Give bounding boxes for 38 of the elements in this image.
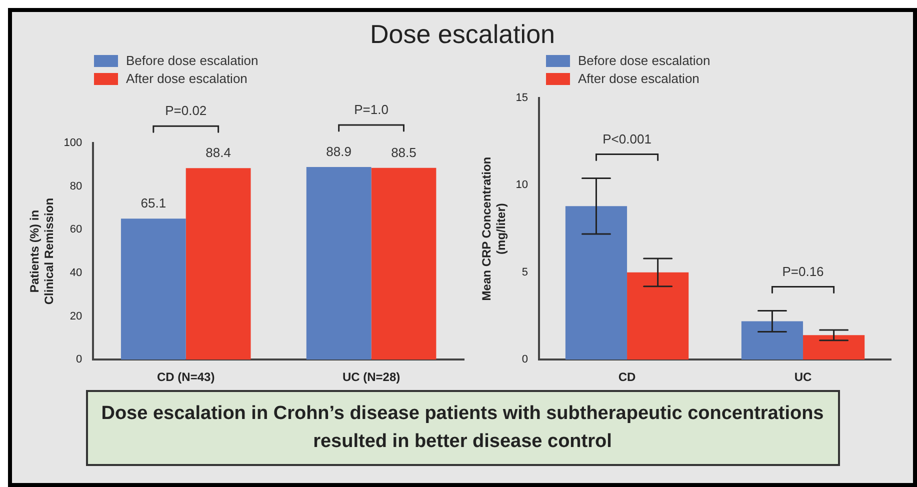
legend-label: After dose escalation bbox=[126, 70, 248, 88]
annotation: P<0.001 bbox=[602, 131, 652, 146]
data-label: 88.4 bbox=[206, 145, 231, 160]
legend-label: After dose escalation bbox=[578, 70, 700, 88]
y-tick-label: 80 bbox=[70, 180, 82, 192]
y-tick-label: 100 bbox=[64, 137, 82, 150]
data-label: 88.9 bbox=[326, 144, 352, 160]
y-tick-label: 0 bbox=[522, 354, 528, 366]
x-tick-label: UC bbox=[794, 370, 812, 384]
bar bbox=[371, 168, 436, 360]
y-axis-title: Mean CRP Concentration (mg/liter) bbox=[480, 156, 508, 301]
bar bbox=[741, 321, 804, 360]
bar bbox=[627, 272, 689, 360]
legend-label: Before dose escalation bbox=[578, 52, 710, 70]
bar bbox=[803, 335, 865, 360]
bar bbox=[565, 206, 628, 360]
y-tick-label: 60 bbox=[70, 224, 82, 236]
text: Dose escalation in Crohn’s disease patients with subtherapeutic concentrations resulted in better disease control bbox=[100, 402, 825, 454]
legend-label: Before dose escalation bbox=[126, 52, 258, 70]
x-tick-label: CD bbox=[618, 370, 636, 384]
y-tick-label: 40 bbox=[70, 266, 82, 279]
x-tick-label: UC (N=28) bbox=[342, 370, 400, 384]
y-axis-title: Patients (%) in Clinical Remission bbox=[28, 198, 56, 305]
y-tick-label: 15 bbox=[516, 92, 528, 104]
bar bbox=[186, 168, 251, 360]
text: P=1.0 bbox=[354, 102, 388, 118]
y-tick-label: 0 bbox=[76, 354, 82, 366]
bar bbox=[306, 167, 372, 360]
y-tick-label: 10 bbox=[516, 179, 528, 192]
data-label: 88.5 bbox=[391, 144, 416, 160]
annotation: P=0.16 bbox=[782, 264, 824, 279]
chart-title: Dose escalation bbox=[369, 18, 556, 51]
bar bbox=[120, 218, 186, 360]
x-tick-label: CD (N=43) bbox=[157, 370, 215, 384]
text: P=0.02 bbox=[165, 103, 207, 118]
y-tick-label: 5 bbox=[522, 266, 528, 278]
y-tick-label: 20 bbox=[70, 310, 82, 322]
data-label: 65.1 bbox=[140, 196, 166, 211]
